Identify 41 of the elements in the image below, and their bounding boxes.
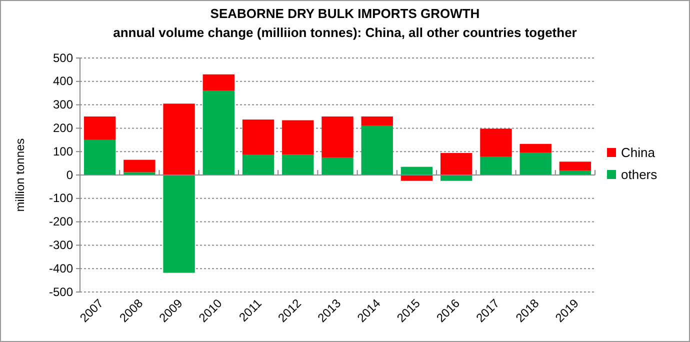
bar: [202, 90, 234, 175]
legend-label: others: [621, 167, 658, 182]
y-tick-label: 100: [52, 144, 74, 158]
y-tick-label: -300: [48, 238, 74, 252]
bar: [202, 74, 234, 91]
chart-subtitle: annual volume change (milliion tonnes): China, all other countries together: [113, 25, 577, 40]
bar: [361, 126, 393, 175]
bar: [520, 152, 552, 175]
y-tick-label: 0: [66, 168, 74, 182]
bar: [440, 175, 472, 181]
y-tick-label: 300: [52, 98, 74, 112]
bar: [124, 160, 156, 172]
bar: [322, 157, 354, 175]
bar: [282, 120, 314, 155]
legend-label: China: [621, 145, 656, 160]
bar: [84, 140, 116, 175]
chart-title: SEABORNE DRY BULK IMPORTS GROWTH: [210, 6, 480, 21]
y-tick-label: 200: [52, 121, 74, 136]
bar: [242, 120, 274, 155]
bar: [322, 116, 354, 158]
bar: [559, 162, 592, 171]
bar: [520, 144, 552, 153]
bar: [480, 128, 512, 157]
y-tick-label: -500: [48, 284, 74, 299]
bar: [242, 154, 274, 175]
bar: [163, 175, 195, 273]
bar: [440, 153, 472, 175]
bar: [361, 116, 393, 126]
y-tick-label: -200: [48, 214, 74, 229]
y-tick-label: 500: [52, 50, 74, 65]
y-axis-title: million tonnes: [13, 138, 27, 212]
y-tick-label: 400: [52, 74, 74, 88]
bar: [400, 175, 433, 181]
y-tick-label: -100: [48, 191, 74, 206]
bar: [163, 104, 195, 175]
bar: [282, 154, 314, 175]
bar: [400, 166, 433, 175]
y-tick-label: -400: [48, 261, 74, 276]
bar: [84, 116, 116, 140]
bar: [480, 156, 512, 175]
bar: [124, 172, 156, 175]
